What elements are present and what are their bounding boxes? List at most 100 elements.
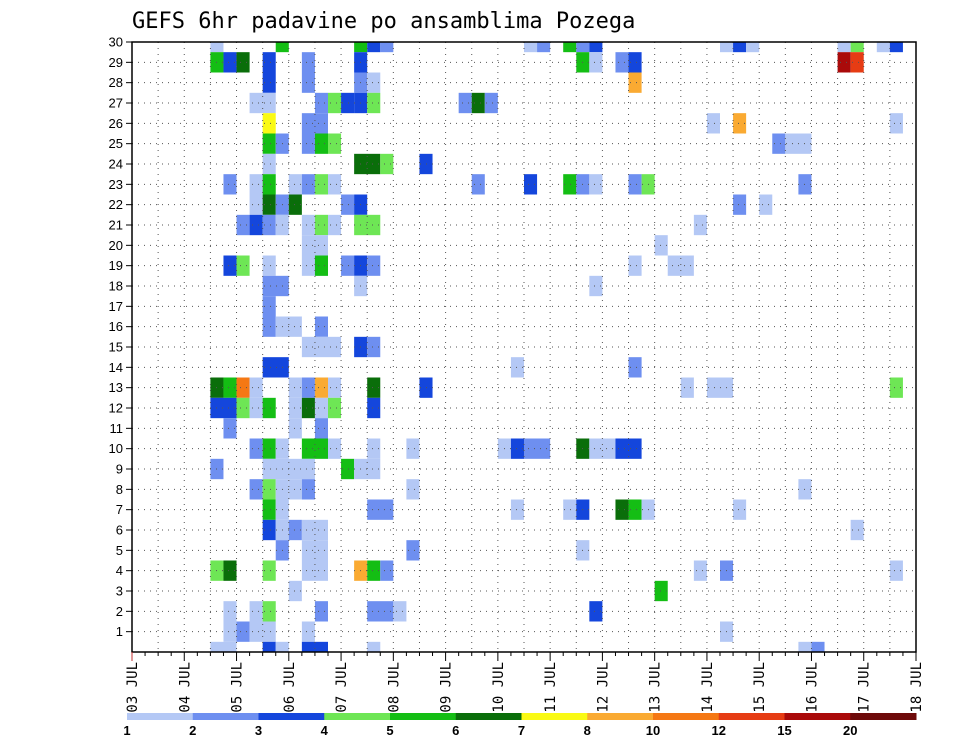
y-axis-ticks: 1234567891011121314151617181920212223242… bbox=[109, 35, 132, 639]
heatmap-cell bbox=[628, 52, 642, 73]
heatmap-cell bbox=[367, 92, 381, 114]
heatmap-cell bbox=[249, 174, 263, 195]
heatmap-cell bbox=[354, 153, 381, 175]
legend-label: 2 bbox=[189, 723, 196, 738]
heatmap-cell bbox=[262, 113, 276, 134]
heatmap-cell bbox=[628, 255, 642, 276]
heatmap-cell bbox=[301, 113, 328, 134]
heatmap-cell bbox=[693, 560, 707, 581]
heatmap-cell bbox=[484, 92, 498, 114]
heatmap-cell bbox=[693, 214, 707, 236]
y-tick-label: 25 bbox=[109, 136, 123, 151]
heatmap-cell bbox=[236, 397, 250, 419]
heatmap-cell bbox=[733, 194, 747, 215]
heatmap-cell bbox=[733, 42, 747, 53]
y-tick-label: 3 bbox=[116, 584, 123, 599]
heatmap-cell bbox=[262, 275, 289, 297]
heatmap-cell bbox=[471, 174, 485, 195]
heatmap-cell bbox=[889, 113, 903, 134]
heatmap-cell bbox=[328, 92, 342, 114]
heatmap-cell bbox=[563, 174, 577, 195]
heatmap-cell bbox=[301, 72, 315, 93]
heatmap-cell bbox=[262, 214, 276, 236]
heatmap-cell bbox=[367, 255, 381, 276]
heatmap-cell bbox=[367, 560, 381, 581]
heatmap-cell bbox=[262, 601, 276, 622]
heatmap-cell bbox=[262, 316, 276, 337]
heatmap-cell bbox=[301, 174, 315, 195]
legend-label: 20 bbox=[843, 723, 857, 738]
heatmap-cell bbox=[458, 92, 472, 114]
x-tick-label: 04 JUL bbox=[177, 662, 193, 713]
heatmap-cell bbox=[811, 641, 825, 652]
y-tick-label: 26 bbox=[109, 116, 123, 131]
y-tick-label: 18 bbox=[109, 279, 123, 294]
heatmap-cell bbox=[341, 92, 355, 114]
heatmap-cell bbox=[367, 438, 381, 459]
heatmap-cell bbox=[524, 438, 551, 459]
heatmap-cell bbox=[262, 52, 276, 73]
legend-swatch bbox=[192, 713, 259, 720]
y-tick-label: 17 bbox=[109, 299, 123, 314]
heatmap-cell bbox=[288, 397, 302, 419]
heatmap-cell bbox=[249, 601, 263, 622]
heatmap-cell bbox=[328, 438, 342, 459]
heatmap-cell bbox=[262, 255, 276, 276]
heatmap-cell bbox=[314, 92, 328, 114]
heatmap-cell bbox=[367, 499, 394, 520]
y-tick-label: 28 bbox=[109, 75, 123, 90]
x-tick-label: 15 JUL bbox=[752, 662, 768, 713]
y-tick-label: 4 bbox=[116, 563, 123, 578]
heatmap-cell bbox=[262, 397, 276, 419]
heatmap-cell bbox=[210, 42, 224, 53]
heatmap-cell bbox=[223, 418, 237, 439]
heatmap-cell bbox=[328, 174, 342, 195]
heatmap-cell bbox=[262, 479, 276, 500]
heatmap-cell bbox=[223, 601, 237, 622]
x-axis-ticks: 03 JUL 04 JUL 05 JUL 06 JUL 07 JUL 08 JUL 09 J… bbox=[125, 652, 925, 713]
legend-label: 12 bbox=[712, 723, 726, 738]
legend-label: 3 bbox=[255, 723, 262, 738]
heatmap-cell bbox=[236, 377, 250, 398]
y-tick-label: 16 bbox=[109, 319, 123, 334]
heatmap-cell bbox=[301, 519, 328, 541]
legend-label: 4 bbox=[321, 723, 329, 738]
legend-swatch bbox=[324, 713, 391, 720]
heatmap-cell bbox=[367, 42, 381, 53]
legend-swatch bbox=[718, 713, 785, 720]
heatmap-cell bbox=[301, 479, 315, 500]
heatmap-cell bbox=[301, 621, 315, 642]
legend-label: 5 bbox=[386, 723, 393, 738]
heatmap-cell bbox=[262, 296, 276, 317]
heatmap-cell bbox=[328, 377, 342, 398]
heatmap-cells bbox=[210, 42, 903, 652]
heatmap-cell bbox=[654, 235, 668, 256]
x-tick-label: 18 JUL bbox=[909, 662, 925, 713]
heatmap-cell bbox=[236, 214, 250, 236]
heatmap-cell bbox=[210, 641, 237, 652]
heatmap-cell bbox=[301, 377, 315, 398]
heatmap-cell bbox=[249, 438, 263, 459]
heatmap-cell bbox=[341, 194, 355, 215]
heatmap-cell bbox=[876, 42, 890, 53]
y-tick-label: 11 bbox=[110, 421, 124, 436]
heatmap-cell bbox=[759, 194, 773, 215]
heatmap-cell bbox=[314, 397, 328, 419]
heatmap-cell bbox=[314, 601, 328, 622]
legend-label: 6 bbox=[452, 723, 459, 738]
heatmap-cell bbox=[262, 72, 276, 93]
heatmap-cell bbox=[524, 174, 538, 195]
y-tick-label: 13 bbox=[109, 380, 123, 395]
heatmap-cell bbox=[367, 72, 381, 93]
heatmap-cell bbox=[275, 42, 289, 53]
heatmap-cell bbox=[837, 42, 851, 53]
heatmap-cell bbox=[706, 113, 720, 134]
heatmap-cell bbox=[628, 499, 642, 520]
heatmap-cell bbox=[367, 377, 381, 398]
heatmap-cell bbox=[223, 255, 237, 276]
heatmap-cell bbox=[236, 621, 250, 642]
x-tick-label: 03 JUL bbox=[125, 662, 141, 713]
heatmap-cell bbox=[837, 52, 851, 73]
legend-swatch bbox=[390, 713, 457, 720]
legend-swatch bbox=[784, 713, 851, 720]
